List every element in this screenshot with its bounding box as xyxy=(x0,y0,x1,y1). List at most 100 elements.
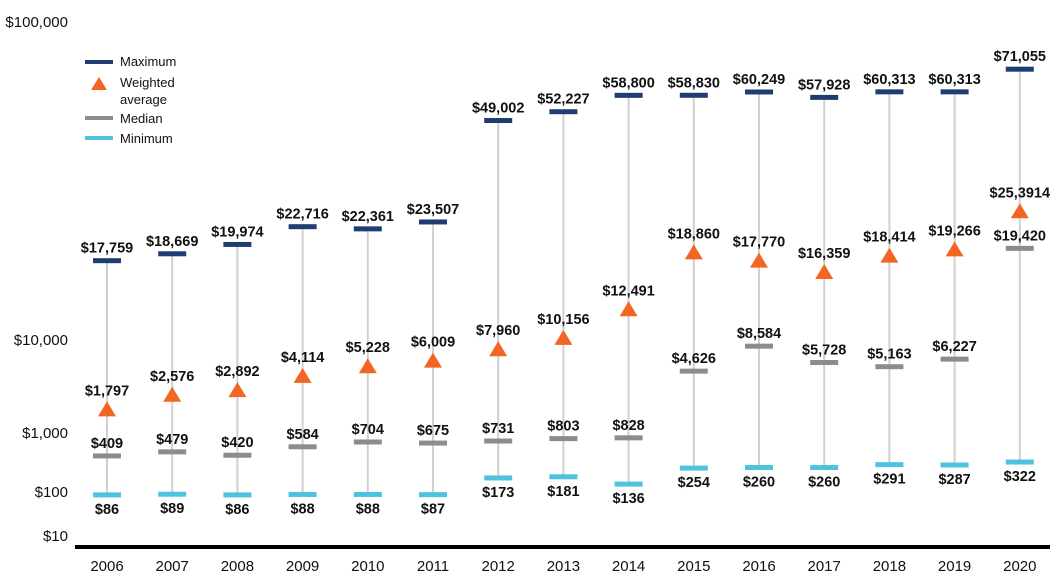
max-label: $22,716 xyxy=(276,207,328,223)
x-tick-label: 2015 xyxy=(677,558,710,575)
median-label: $5,163 xyxy=(867,347,911,363)
weighted-average-marker xyxy=(163,386,182,402)
y-axis: $100,000 $10,000 $1,000 $100 $10 xyxy=(5,14,68,545)
min-marker xyxy=(875,462,904,468)
weighted-average-label: $2,892 xyxy=(215,364,259,380)
median-marker xyxy=(158,449,187,455)
max-label: $23,507 xyxy=(407,202,459,218)
max-marker xyxy=(419,219,447,225)
min-label: $260 xyxy=(808,475,840,491)
x-axis: 2006 2007 2008 2009 2010 2011 2012 2013 2014 2015… xyxy=(90,558,1036,575)
legend-label-maximum: Maximum xyxy=(120,54,176,69)
weighted-average-label: $12,491 xyxy=(602,283,654,299)
min-label: $287 xyxy=(938,472,970,488)
min-label: $86 xyxy=(225,502,249,518)
min-label: $88 xyxy=(290,501,314,517)
min-marker xyxy=(679,465,708,471)
min-label: $88 xyxy=(356,501,380,517)
min-marker xyxy=(614,481,643,487)
legend-label-minimum: Minimum xyxy=(120,131,173,146)
median-marker xyxy=(1005,245,1034,251)
max-marker xyxy=(940,89,969,95)
weighted-average-marker xyxy=(750,252,768,268)
weighted-average-marker xyxy=(424,352,442,368)
max-marker xyxy=(745,89,773,95)
max-label: $22,361 xyxy=(342,209,394,225)
weighted-average-marker xyxy=(554,329,573,345)
legend-swatch-median xyxy=(85,116,113,120)
median-marker xyxy=(810,360,839,366)
min-label: $291 xyxy=(873,472,905,488)
median-label: $828 xyxy=(612,418,644,434)
x-tick-label: 2006 xyxy=(90,558,123,575)
min-label: $89 xyxy=(160,501,184,517)
weighted-average-label: $18,414 xyxy=(863,230,915,246)
median-label: $4,626 xyxy=(672,351,716,367)
y-tick-label: $1,000 xyxy=(22,425,68,442)
x-tick-label: 2017 xyxy=(808,558,841,575)
weighted-average-label: $1,797 xyxy=(85,383,129,399)
median-marker xyxy=(940,356,969,362)
median-marker xyxy=(614,435,643,441)
max-marker xyxy=(223,241,252,247)
x-tick-label: 2010 xyxy=(351,558,384,575)
max-marker xyxy=(614,92,643,98)
x-tick-label: 2019 xyxy=(938,558,971,575)
median-label: $5,728 xyxy=(802,343,846,359)
weighted-average-marker xyxy=(684,244,703,260)
max-marker xyxy=(288,224,317,230)
max-label: $57,928 xyxy=(798,77,850,93)
max-marker xyxy=(549,109,578,115)
x-tick-label: 2013 xyxy=(547,558,580,575)
weighted-average-marker xyxy=(619,301,638,317)
max-marker xyxy=(810,94,839,100)
y-tick-label: $100 xyxy=(35,484,68,501)
max-marker xyxy=(353,226,382,232)
y-tick-label: $100,000 xyxy=(5,14,68,31)
median-marker xyxy=(93,453,121,459)
max-label: $60,313 xyxy=(928,72,980,88)
min-marker xyxy=(288,491,317,497)
min-marker xyxy=(940,462,969,468)
legend-label-weighted-average: Weighted average xyxy=(120,75,175,107)
min-marker xyxy=(158,491,187,497)
x-tick-label: 2018 xyxy=(873,558,906,575)
median-label: $803 xyxy=(547,419,579,435)
max-label: $18,669 xyxy=(146,234,198,250)
weighted-average-marker xyxy=(98,401,116,417)
x-tick-label: 2007 xyxy=(156,558,189,575)
x-tick-label: 2008 xyxy=(221,558,254,575)
min-label: $173 xyxy=(482,485,514,501)
legend: Maximum Weighted average Median Minimum xyxy=(85,54,176,146)
median-marker xyxy=(484,438,513,444)
max-label: $17,759 xyxy=(81,241,133,257)
min-label: $86 xyxy=(95,502,119,518)
median-label: $675 xyxy=(417,423,449,439)
weighted-average-label: $18,860 xyxy=(668,226,720,242)
min-marker xyxy=(93,492,121,498)
median-label: $409 xyxy=(91,436,123,452)
median-marker xyxy=(419,440,447,446)
legend-swatch-maximum xyxy=(85,60,113,64)
max-label: $52,227 xyxy=(537,92,589,108)
max-marker xyxy=(679,92,708,98)
weighted-average-marker xyxy=(945,241,964,257)
min-label: $254 xyxy=(678,475,710,491)
min-label: $322 xyxy=(1004,469,1036,485)
weighted-average-label: $7,960 xyxy=(476,323,520,339)
weighted-average-marker xyxy=(880,247,899,263)
median-label: $731 xyxy=(482,421,514,437)
median-marker xyxy=(288,444,317,450)
median-marker xyxy=(679,368,708,374)
max-marker xyxy=(158,251,187,257)
median-label: $704 xyxy=(352,422,384,438)
median-marker xyxy=(223,452,252,458)
y-tick-label: $10 xyxy=(43,528,68,545)
min-marker xyxy=(484,475,513,481)
x-tick-label: 2011 xyxy=(417,558,449,575)
max-label: $58,830 xyxy=(668,75,720,91)
median-label: $6,227 xyxy=(932,339,976,355)
min-marker xyxy=(1005,459,1034,465)
min-marker xyxy=(223,492,252,498)
